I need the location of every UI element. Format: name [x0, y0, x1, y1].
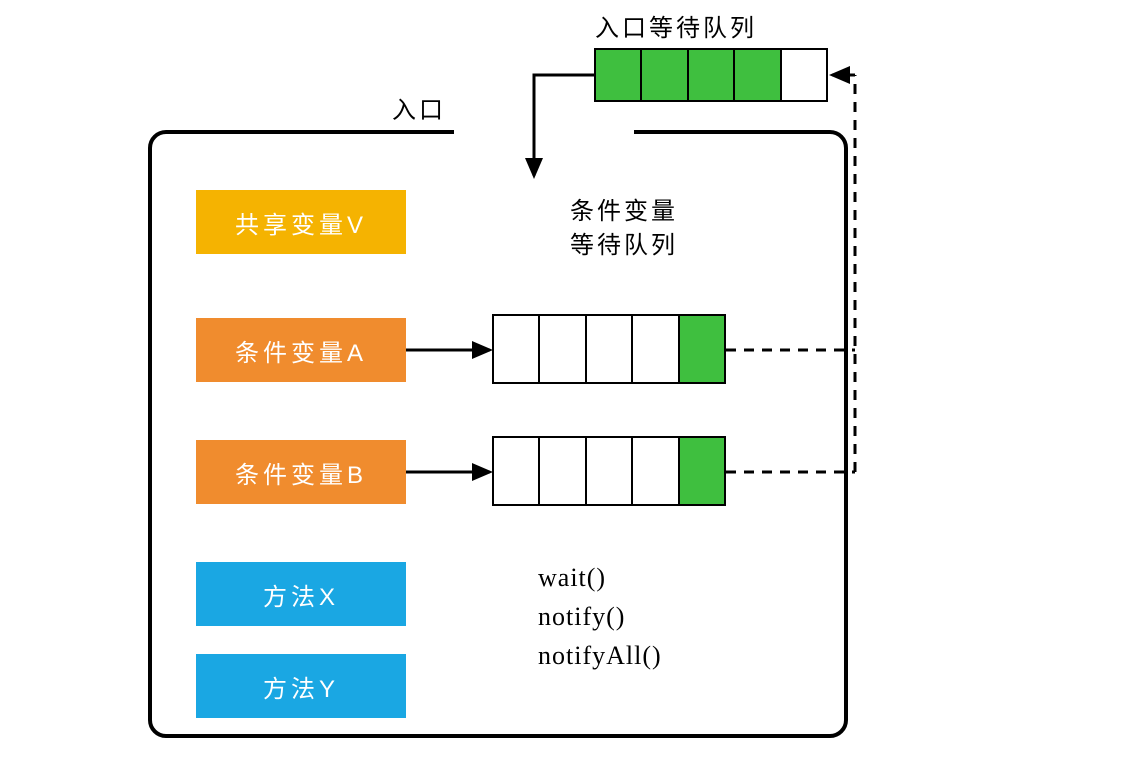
block-label: 条件变量B [235, 455, 367, 490]
queue-slot [633, 316, 679, 382]
queue-slot [735, 50, 781, 100]
cond-queue-title: 条件变量 等待队列 [570, 195, 678, 262]
method-item: wait() [538, 558, 662, 597]
monitor-box-gap [454, 126, 634, 136]
queue-slot [642, 50, 688, 100]
queue-slot [680, 438, 724, 504]
queue-slot [596, 50, 642, 100]
entry-queue [594, 48, 828, 102]
queue-slot [540, 438, 586, 504]
cond-a-queue [492, 314, 726, 384]
block-label: 条件变量A [235, 333, 367, 368]
method-item: notify() [538, 597, 662, 636]
method-item: notifyAll() [538, 636, 662, 675]
queue-slot [689, 50, 735, 100]
methods-list: wait() notify() notifyAll() [538, 558, 662, 675]
cond-var-b-block: 条件变量B [196, 440, 406, 504]
queue-slot [540, 316, 586, 382]
method-x-block: 方法X [196, 562, 406, 626]
shared-variable-block: 共享变量V [196, 190, 406, 254]
diagram-canvas: 入口等待队列 入口 共享变量V 条件变量 等待队列 条件变量A 条件变量B [0, 0, 1142, 765]
queue-slot [633, 438, 679, 504]
queue-slot [494, 438, 540, 504]
block-label: 方法Y [263, 669, 339, 704]
cond-var-a-block: 条件变量A [196, 318, 406, 382]
method-y-block: 方法Y [196, 654, 406, 718]
queue-slot [494, 316, 540, 382]
block-label: 共享变量V [235, 205, 367, 240]
cond-b-queue [492, 436, 726, 506]
queue-slot [782, 50, 826, 100]
queue-slot [680, 316, 724, 382]
entry-queue-title: 入口等待队列 [595, 12, 757, 46]
block-label: 方法X [263, 577, 339, 612]
queue-slot [587, 438, 633, 504]
entry-label: 入口 [392, 94, 446, 128]
queue-slot [587, 316, 633, 382]
